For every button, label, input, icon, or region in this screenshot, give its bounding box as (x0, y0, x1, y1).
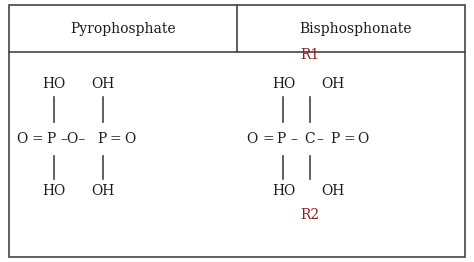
Text: Pyrophosphate: Pyrophosphate (71, 22, 176, 36)
Text: O: O (17, 132, 28, 146)
Text: O: O (357, 132, 369, 146)
Text: –: – (317, 132, 324, 146)
Text: P: P (46, 132, 56, 146)
Text: P: P (330, 132, 339, 146)
Text: R2: R2 (301, 208, 319, 222)
Text: HO: HO (272, 184, 295, 198)
Text: OH: OH (321, 77, 345, 91)
Text: HO: HO (272, 77, 295, 91)
Text: OH: OH (321, 184, 345, 198)
Text: =: = (110, 132, 122, 146)
Text: HO: HO (42, 77, 66, 91)
Text: OH: OH (91, 184, 115, 198)
Text: O: O (246, 132, 258, 146)
Text: C: C (304, 132, 314, 146)
Text: –: – (291, 132, 298, 146)
Text: P: P (276, 132, 286, 146)
Text: P: P (97, 132, 107, 146)
Text: Bisphosphonate: Bisphosphonate (299, 22, 412, 36)
Text: HO: HO (42, 184, 66, 198)
Text: =: = (32, 132, 44, 146)
Text: OH: OH (91, 77, 115, 91)
Text: R1: R1 (301, 48, 319, 62)
Text: =: = (343, 132, 355, 146)
Text: –O–: –O– (60, 132, 85, 146)
Text: O: O (125, 132, 136, 146)
Text: =: = (262, 132, 274, 146)
